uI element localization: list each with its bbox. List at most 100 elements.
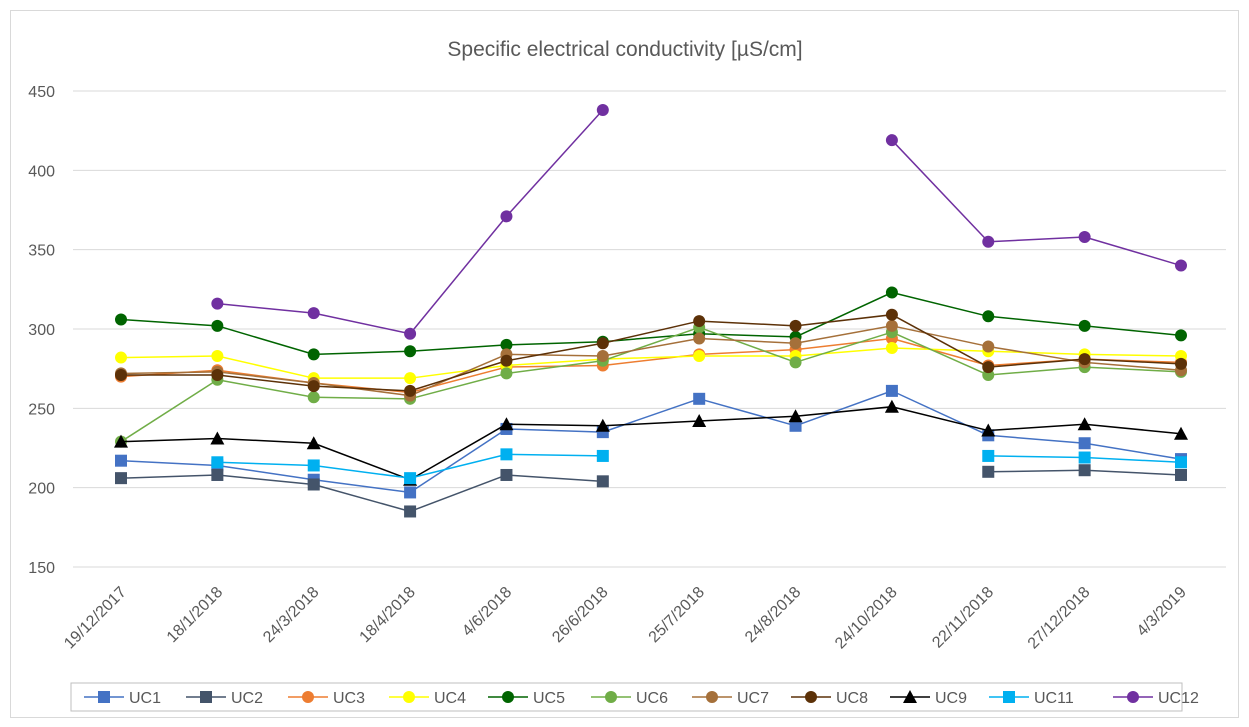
legend-marker (502, 691, 514, 703)
data-point (211, 297, 224, 310)
x-tick-label: 25/7/2018 (646, 584, 708, 646)
series-line-segment (313, 312, 411, 335)
series-line-segment (1084, 236, 1182, 267)
legend-marker (706, 691, 718, 703)
series-line-segment (313, 385, 411, 392)
data-point (211, 349, 224, 362)
series-line-segment (506, 453, 603, 457)
data-point (210, 431, 225, 445)
data-point (885, 319, 898, 332)
legend-item-uc6: UC6 (591, 690, 668, 707)
series-line-segment (506, 359, 603, 375)
legend-item-uc9: UC9 (890, 690, 967, 707)
legend-label: UC12 (1158, 690, 1199, 707)
series-line-segment (506, 474, 603, 483)
series-line-segment (313, 382, 411, 397)
series-line-segment (699, 333, 796, 338)
data-point (115, 454, 127, 467)
x-tick-label: 24/8/2018 (742, 584, 804, 646)
series-line-segment (120, 318, 218, 327)
series-line-segment (795, 347, 892, 357)
data-point (500, 448, 513, 461)
series-line-segment (988, 434, 1085, 444)
series-line-segment (1084, 442, 1182, 460)
series-line-segment (409, 428, 507, 494)
data-point (596, 349, 609, 362)
data-point (307, 307, 320, 320)
series-line-segment (602, 355, 700, 360)
series-line-segment (217, 437, 314, 444)
series-line-segment (1084, 366, 1182, 373)
series-line-segment (313, 396, 411, 400)
data-point (307, 348, 320, 361)
series-line-segment (409, 364, 507, 379)
x-tick-label: 19/12/2017 (61, 584, 130, 653)
legend: UC1 UC2 UC3 UC4 UC5 UC6 UC7 UC8 UC9 UC11 UC12 (70, 682, 1199, 712)
data-point (789, 319, 802, 332)
series-line-segment (795, 390, 893, 427)
data-point (404, 327, 417, 340)
series-line-segment (1084, 469, 1182, 476)
series-line-segment (217, 461, 314, 467)
legend-marker (903, 690, 917, 703)
legend-label: UC6 (636, 690, 668, 707)
series-uc2 (115, 464, 1187, 518)
data-point (982, 310, 995, 323)
series-line-segment (988, 236, 1085, 243)
series-line-segment (988, 366, 1085, 376)
series-line-segment (891, 291, 989, 318)
legend-label: UC9 (935, 690, 967, 707)
series-line-segment (988, 358, 1085, 368)
data-point (115, 472, 127, 485)
series-line-segment (506, 353, 603, 357)
data-point (1078, 451, 1091, 464)
y-tick-label: 250 (28, 401, 55, 418)
data-point (211, 468, 224, 481)
data-point (1078, 437, 1091, 450)
data-point (1175, 329, 1187, 342)
series-line-segment (120, 355, 218, 359)
legend-marker (302, 691, 314, 703)
legend-label: UC5 (533, 690, 565, 707)
legend-marker (805, 691, 817, 703)
series-uc11 (211, 448, 1187, 485)
series-line-segment (602, 420, 700, 427)
y-tick-label: 350 (28, 243, 55, 260)
series-line-segment (506, 428, 603, 433)
series-uc8 (115, 308, 1187, 397)
data-point (788, 409, 803, 423)
series-line-segment (795, 325, 893, 345)
series-line-segment (506, 358, 603, 367)
data-point (885, 134, 898, 147)
series-line-segment (313, 483, 411, 513)
data-point (596, 475, 609, 488)
data-point (982, 340, 995, 353)
data-point (596, 337, 609, 350)
legend-label: UC3 (333, 690, 365, 707)
data-point (885, 308, 898, 321)
series-line-segment (217, 302, 314, 314)
series-line-segment (217, 464, 314, 481)
series-line-segment (891, 331, 989, 376)
series-line-segment (891, 406, 989, 432)
series-line-segment (891, 139, 989, 243)
series-line-segment (795, 291, 893, 338)
data-point (982, 465, 995, 478)
data-point (981, 423, 996, 437)
series-line-segment (891, 347, 989, 352)
series-line-segment (506, 423, 603, 427)
data-point (789, 356, 802, 369)
series-line-segment (602, 398, 700, 433)
y-axis-ticks: 150 200 250 300 350 400 450 (28, 84, 55, 577)
series-line-segment (988, 350, 1085, 356)
line-chart: Specific electrical conductivity [µS/cm]… (28, 38, 1226, 712)
data-point (1175, 357, 1187, 370)
series-line-segment (988, 315, 1085, 327)
series-line-segment (120, 437, 218, 443)
legend-label: UC7 (737, 690, 769, 707)
series-line-segment (313, 478, 411, 494)
series-line-segment (120, 459, 218, 467)
data-point (404, 372, 417, 385)
x-tick-label: 18/4/2018 (357, 584, 419, 646)
series-line-segment (699, 348, 796, 356)
